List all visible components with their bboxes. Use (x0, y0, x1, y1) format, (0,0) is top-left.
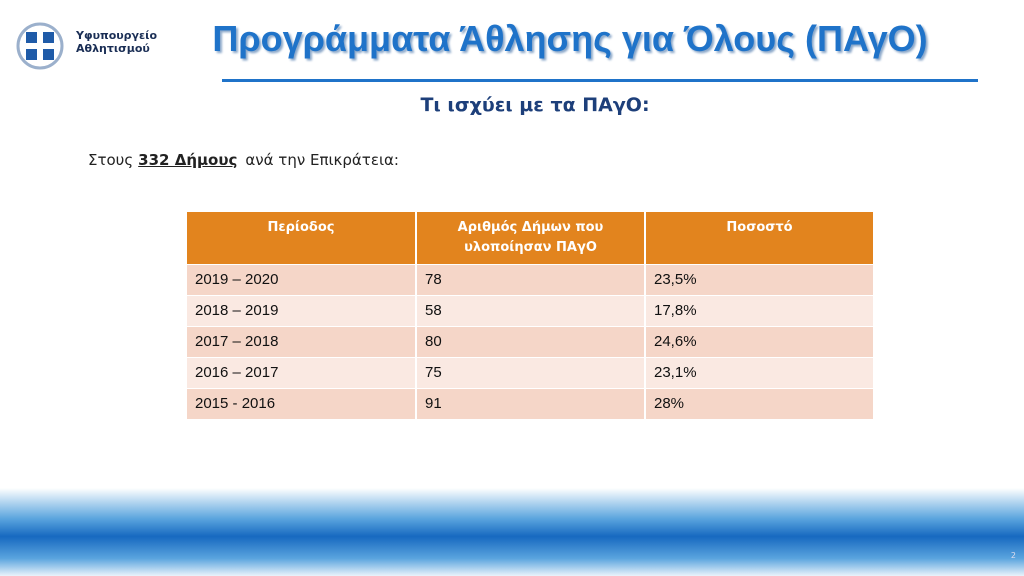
row: 2015 - 2016 91 28% (187, 387, 875, 419)
subtitle: Τι ισχύει με τα ΠΑγΟ: (420, 94, 650, 116)
logo-line: Υφυπουργείο (76, 29, 158, 42)
cell: 24,6% (645, 325, 875, 357)
cell: 28% (645, 387, 875, 419)
row: 2019 – 2020 78 23,5% (187, 263, 875, 295)
intro-text: ανά την Επικράτεια: (245, 151, 399, 169)
cell: 2018 – 2019 (187, 294, 417, 326)
row: 2018 – 2019 58 17,8% (187, 294, 875, 326)
table: Περίοδος Αριθμός Δήμων που υλοποίησαν ΠΑγ… (187, 212, 875, 419)
intro-emphasis: 332 Δήμους (138, 151, 238, 169)
cell: 78 (416, 263, 646, 295)
intro: Στους 332 Δήμους ανά την Επικράτεια: (88, 151, 399, 169)
cell: 75 (416, 356, 646, 388)
cell: 17,8% (645, 294, 875, 326)
cell: 2016 – 2017 (187, 356, 417, 388)
cell: 2015 - 2016 (187, 387, 417, 419)
cell: 58 (416, 294, 646, 326)
cell: 91 (416, 387, 646, 419)
page-number: 2 (1010, 551, 1016, 560)
logo-text: Υφυπουργείο Αθλητισμού (76, 29, 157, 55)
header-row: Περίοδος Αριθμός Δήμων που υλοποίησαν ΠΑγ… (187, 212, 875, 264)
cell: 2019 – 2020 (187, 263, 417, 295)
cell: 23,1% (645, 356, 875, 388)
logo-emblem (16, 22, 64, 70)
header-cell: Ποσοστό (645, 212, 875, 264)
cell: 80 (416, 325, 646, 357)
header-cell: Αριθμός Δήμων που υλοποίησαν ΠΑγΟ (416, 212, 646, 264)
footer-band (0, 488, 1024, 576)
header-cell: Περίοδος (187, 212, 417, 264)
row: 2016 – 2017 75 23,1% (187, 356, 875, 388)
intro-text: Στους (88, 151, 134, 169)
title: Προγράμματα Άθλησης για Όλους (ΠΑγΟ) (212, 18, 928, 59)
title-rule (222, 79, 978, 82)
cell: 23,5% (645, 263, 875, 295)
row: 2017 – 2018 80 24,6% (187, 325, 875, 357)
cell: 2017 – 2018 (187, 325, 417, 357)
logo-line: Αθλητισμού (76, 42, 150, 55)
